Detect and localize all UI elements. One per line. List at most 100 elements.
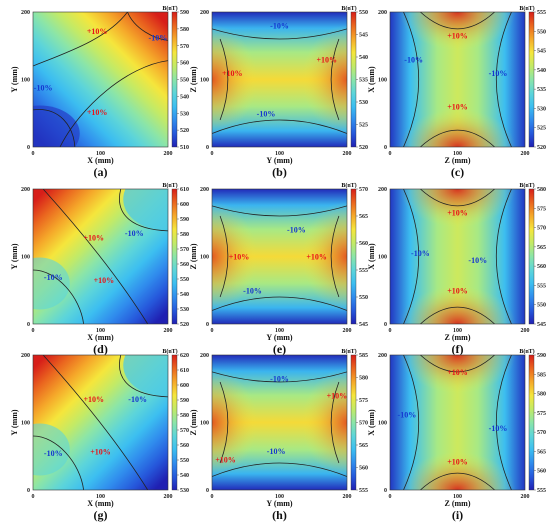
contour-label: +10% [87,27,108,36]
colorbar-tick-label: 570 [180,247,189,253]
panel-h: -10% +10% +10% -10% 0 100 200 0 100 200 Y (mm) Z (m… [189,348,368,522]
y-tick-label: 100 [200,255,209,261]
colorbar-title: B(nT) [519,5,534,12]
x-axis-label: X (mm) [87,333,114,342]
colorbar-tick-label: 555 [359,488,368,494]
y-axis-label: X (mm) [367,243,376,270]
colorbar-tick-label: 560 [537,469,546,475]
colorbar-tick-label: 565 [537,245,546,251]
colorbar-tick-label: 535 [537,87,546,93]
contour-label: +10% [94,276,115,285]
panel-label: (f) [452,342,464,356]
plot-frame [32,11,169,148]
colorbar [528,11,535,148]
colorbar-tick-label: 580 [180,413,189,419]
x-tick-label: 200 [521,328,530,334]
y-tick-label: 0 [27,145,30,151]
contour-label: -10% [243,286,262,295]
panel-label: (i) [452,508,463,522]
panel-label: (d) [93,342,108,356]
x-tick-label: 0 [211,151,214,157]
y-tick-label: 0 [384,145,387,151]
heatmap-field [33,12,168,147]
plot-frame [389,11,526,148]
colorbar-tick-label: 600 [180,383,189,389]
colorbar-tick-label: 525 [359,123,368,129]
panel-label: (b) [272,165,287,179]
x-tick-label: 200 [164,151,173,157]
y-tick-label: 0 [206,145,209,151]
y-tick-label: 200 [21,187,30,193]
panel-label: (a) [94,165,108,179]
y-axis-label: X (mm) [367,66,376,93]
colorbar-tick-label: 555 [359,268,368,274]
contour-label: +10% [229,253,250,262]
y-axis-label: Y (mm) [10,243,19,269]
colorbar-tick-label: 520 [359,145,368,151]
y-axis-label: X (mm) [367,409,376,436]
y-tick-label: 200 [378,187,387,193]
colorbar-tick-label: 545 [537,322,546,328]
y-tick-label: 0 [384,488,387,494]
colorbar-tick-label: 545 [359,322,368,328]
heatmap-field [212,189,347,324]
colorbar-tick-label: 575 [537,206,546,212]
colorbar [171,188,178,325]
contour-label: +10% [447,32,468,41]
contour-label: -10% [287,226,306,235]
contour-label: -10% [267,447,286,456]
colorbar-tick-label: 530 [180,111,189,117]
contour-label: -10% [404,55,423,64]
colorbar-tick-label: 590 [180,10,189,16]
colorbar-tick-label: 555 [537,488,546,494]
panel-d: +10% -10% -10% +10% 0 100 200 0 100 200 X (mm) Y (m… [10,182,189,356]
y-axis-label: Z (mm) [189,243,198,269]
colorbar [350,11,357,148]
plot-frame [389,354,526,491]
colorbar-tick-label: 580 [180,27,189,33]
colorbar-title: B(nT) [162,348,177,355]
x-axis-label: Y (mm) [266,333,292,342]
colorbar-tick-label: 540 [180,292,189,298]
x-axis-label: Z (mm) [445,156,471,165]
heatmap-field [390,189,525,324]
colorbar-title: B(nT) [341,5,356,12]
colorbar-title: B(nT) [519,182,534,189]
colorbar [528,188,535,325]
colorbar-tick-label: 560 [359,466,368,472]
x-tick-label: 100 [275,494,284,500]
colorbar-tick-label: 610 [180,187,189,193]
panel-c: +10% -10% -10% +10% 0 100 200 0 100 200 Z (mm) X (m… [367,5,546,179]
colorbar-tick-label: 540 [537,68,546,74]
colorbar-title: B(nT) [162,182,177,189]
colorbar-tick-label: 535 [359,78,368,84]
contour-label: -10% [149,34,168,43]
y-tick-label: 0 [27,322,30,328]
colorbar-title: B(nT) [519,348,534,355]
colorbar-tick-label: 580 [537,187,546,193]
panel-f: +10% -10% -10% +10% 0 100 200 0 100 200 Z (mm) X (m… [367,182,546,356]
y-tick-label: 100 [200,421,209,427]
colorbar-tick-label: 565 [359,214,368,220]
contour-label: +10% [306,253,327,262]
x-axis-label: X (mm) [87,156,114,165]
contour-label: -10% [257,109,276,118]
y-tick-label: 200 [21,10,30,16]
heatmap-field [212,12,347,147]
x-tick-label: 100 [275,151,284,157]
colorbar-tick-label: 570 [359,421,368,427]
x-tick-label: 0 [389,494,392,500]
contour-label: +10% [222,69,243,78]
y-tick-label: 200 [378,353,387,359]
colorbar [350,354,357,491]
contour-label: +10% [87,108,108,117]
plot-frame [211,11,348,148]
y-tick-label: 100 [378,421,387,427]
contour-label: +10% [327,392,348,401]
colorbar-tick-label: 520 [180,128,189,134]
colorbar-tick-label: 530 [180,307,189,313]
colorbar-tick-label: 580 [359,376,368,382]
colorbar-tick-label: 580 [537,392,546,398]
colorbar-tick-label: 510 [180,145,189,151]
x-tick-label: 200 [164,494,173,500]
